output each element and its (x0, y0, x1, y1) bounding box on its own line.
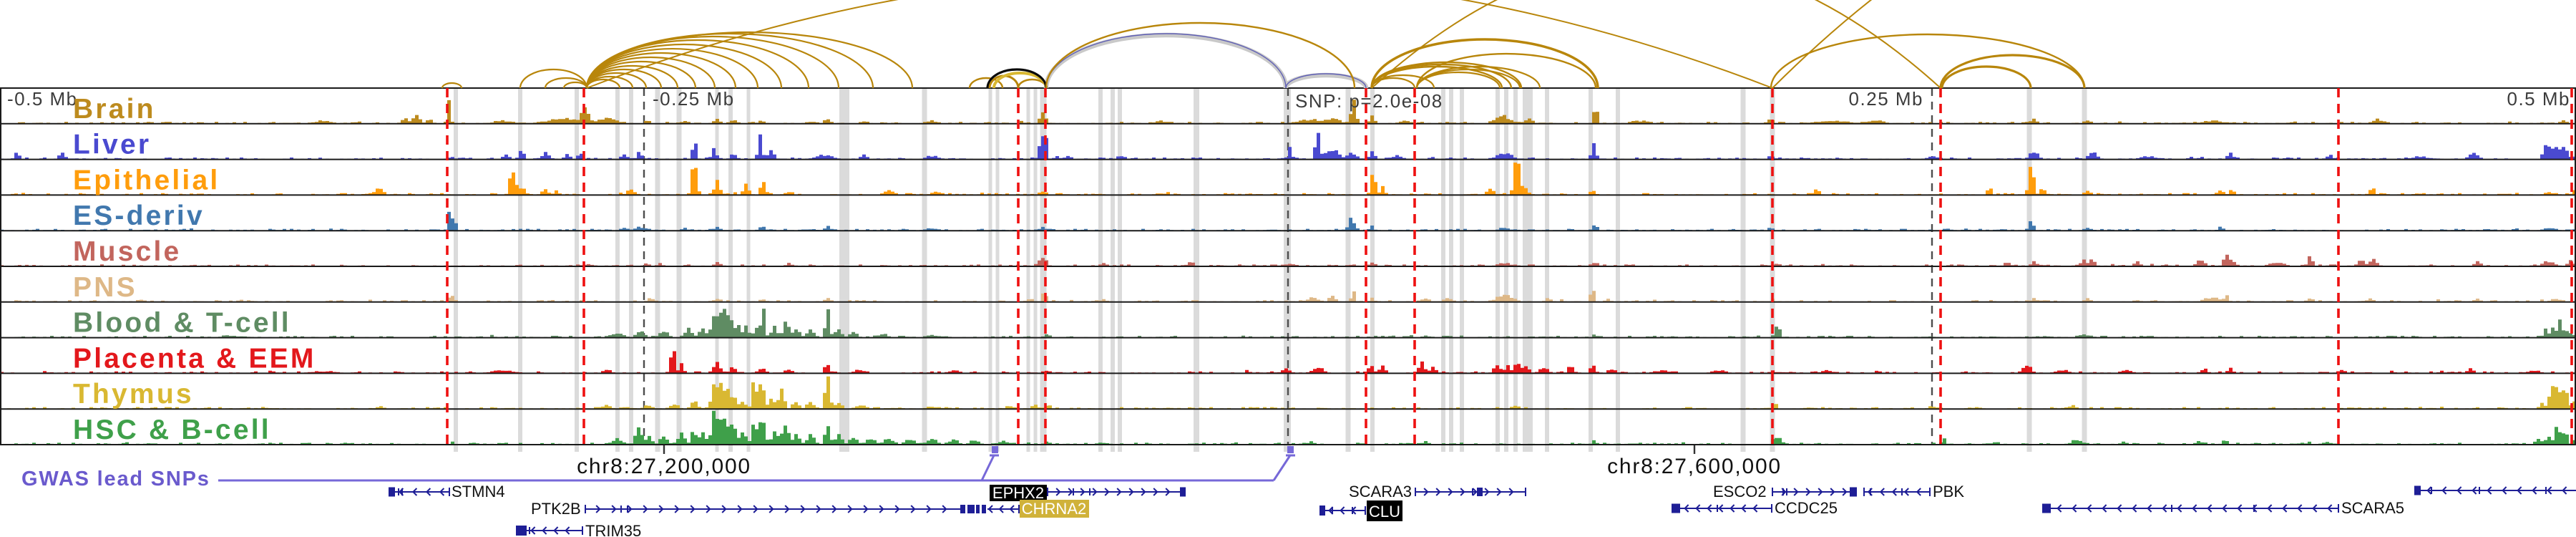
svg-text:0.25 Mb: 0.25 Mb (1849, 88, 1923, 110)
svg-text:PNS: PNS (73, 272, 137, 303)
svg-text:Liver: Liver (73, 130, 151, 160)
svg-text:0.5 Mb: 0.5 Mb (2507, 88, 2571, 110)
svg-text:ES-deriv: ES-deriv (73, 200, 205, 231)
svg-text:SNP: p=2.0e-08: SNP: p=2.0e-08 (1295, 90, 1443, 112)
svg-text:Thymus: Thymus (73, 379, 194, 410)
svg-text:EPHX2: EPHX2 (992, 484, 1044, 502)
svg-text:CLU: CLU (1369, 503, 1400, 521)
svg-text:SCARA3: SCARA3 (1349, 483, 1412, 500)
svg-text:CHRNA2: CHRNA2 (1022, 500, 1086, 518)
svg-text:chr8:27,600,000: chr8:27,600,000 (1607, 455, 1782, 478)
svg-text:GWAS lead SNPs: GWAS lead SNPs (21, 468, 210, 490)
svg-text:-0.5 Mb: -0.5 Mb (7, 88, 78, 110)
svg-text:SCARA5: SCARA5 (2341, 499, 2404, 517)
svg-text:ESCO2: ESCO2 (1713, 483, 1767, 500)
svg-text:Placenta & EEM: Placenta & EEM (73, 343, 316, 374)
svg-text:TRIM35: TRIM35 (585, 522, 641, 537)
svg-text:PBK: PBK (1933, 483, 1964, 500)
svg-text:chr8:27,200,000: chr8:27,200,000 (577, 455, 751, 478)
svg-text:Blood & T-cell: Blood & T-cell (73, 308, 291, 339)
svg-text:Brain: Brain (73, 94, 156, 125)
svg-text:Epithelial: Epithelial (73, 165, 220, 195)
svg-text:CCDC25: CCDC25 (1775, 499, 1838, 517)
svg-text:-0.25 Mb: -0.25 Mb (653, 88, 735, 110)
svg-text:STMN4: STMN4 (452, 483, 505, 500)
svg-text:HSC & B-cell: HSC & B-cell (73, 415, 271, 445)
svg-text:PTK2B: PTK2B (531, 500, 581, 518)
svg-text:Muscle: Muscle (73, 236, 181, 267)
